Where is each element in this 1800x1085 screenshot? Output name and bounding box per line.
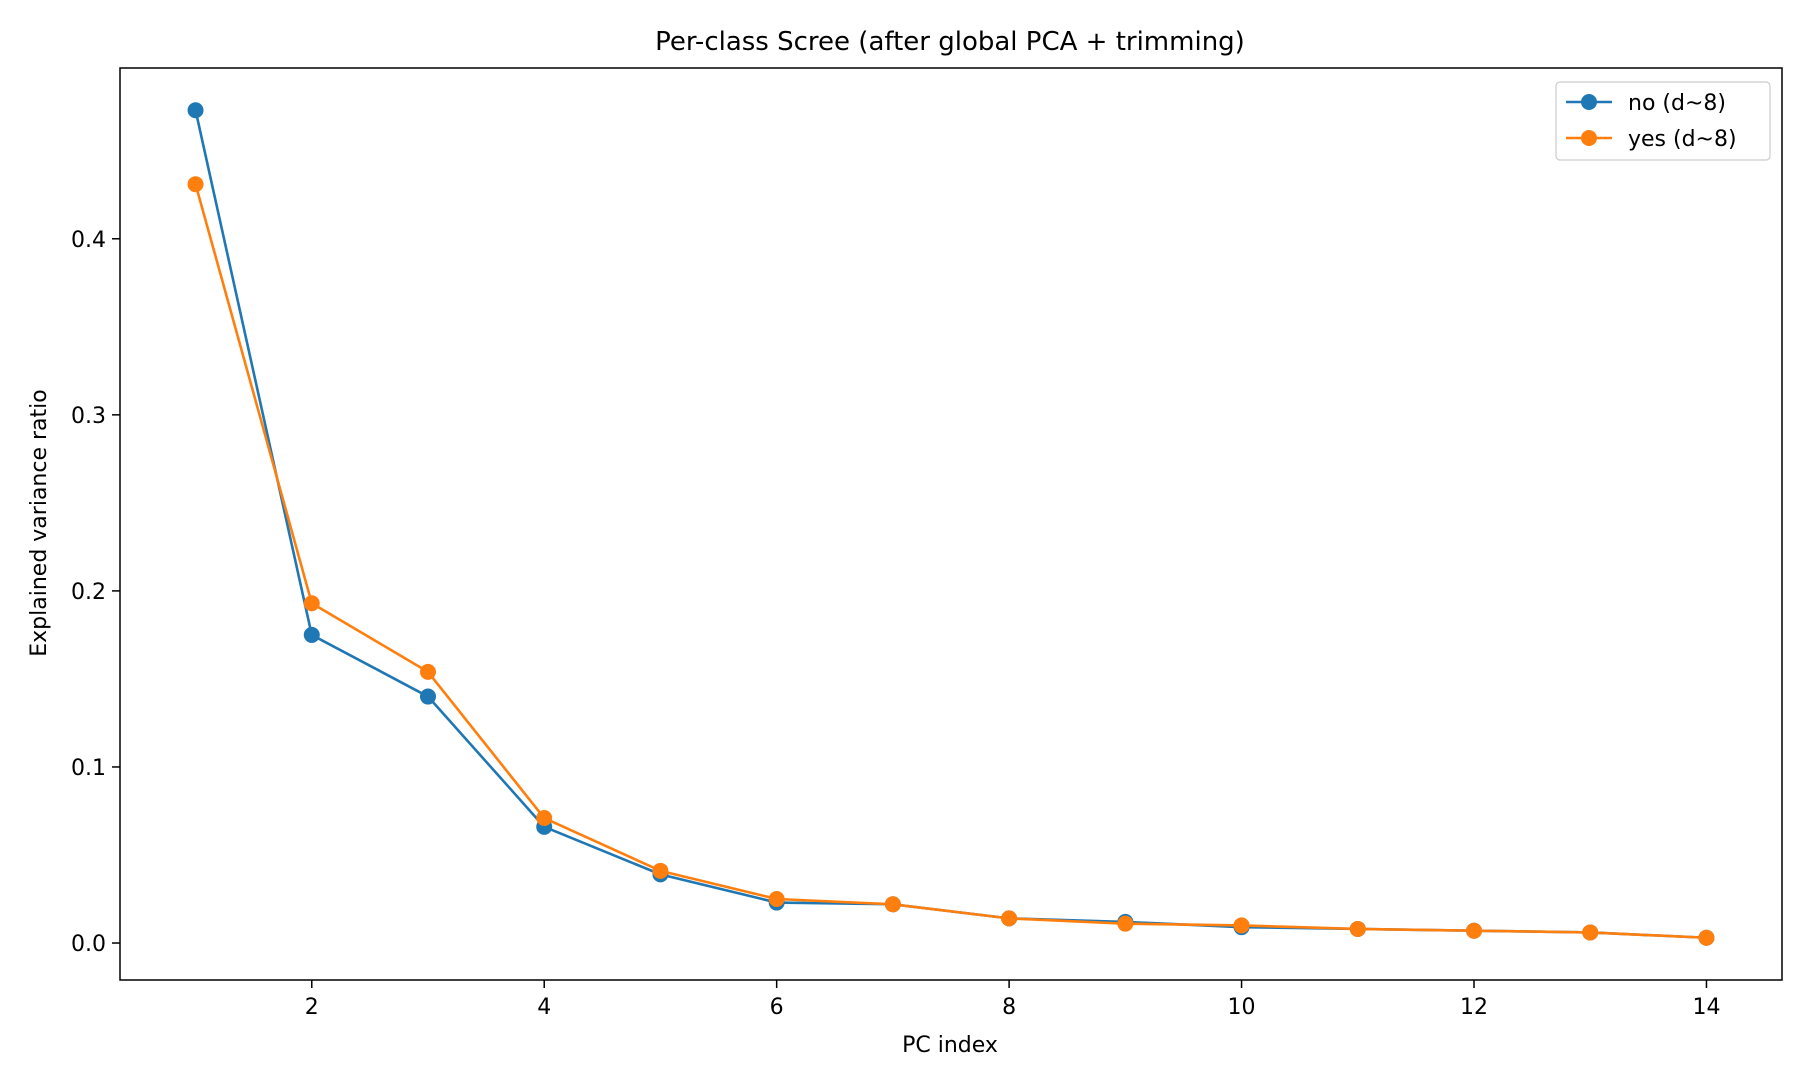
series-2-point [187, 176, 204, 193]
series-1-point [303, 626, 320, 643]
x-tick-label: 10 [1228, 995, 1256, 1020]
series-2-point [419, 663, 436, 680]
series-1-point [419, 688, 436, 705]
series-2-point [1233, 917, 1250, 934]
series-2-point [884, 896, 901, 913]
series-2-point [1117, 915, 1134, 932]
series-2-point [1001, 910, 1018, 927]
plot-area: 2 4 6 8 10 12 14 0.0 0.1 0.2 0.3 0.4 [71, 67, 1783, 1020]
legend-label-2: yes (d~8) [1628, 127, 1737, 152]
series-2-point [1582, 924, 1599, 941]
x-tick-label: 4 [537, 995, 551, 1020]
series-2-point [1349, 920, 1366, 937]
series-1-point [187, 102, 204, 119]
x-tick-label: 8 [1002, 995, 1016, 1020]
x-tick-label: 14 [1692, 995, 1720, 1020]
x-tick-label: 12 [1460, 995, 1488, 1020]
legend-label-1: no (d~8) [1628, 91, 1726, 116]
legend: no (d~8) yes (d~8) [1555, 81, 1771, 161]
series-2-point [536, 810, 553, 827]
y-axis-label: Explained variance ratio [27, 389, 52, 656]
x-tick-label: 2 [305, 995, 319, 1020]
legend-swatch-marker [1581, 94, 1597, 110]
series-line-2 [194, 183, 1707, 940]
y-tick-label: 0.0 [71, 932, 106, 957]
x-tick-label: 6 [770, 995, 784, 1020]
series-2-point [1466, 922, 1483, 939]
plot-frame [119, 67, 1783, 981]
x-axis-label: PC index [902, 1033, 998, 1058]
y-tick-label: 0.1 [71, 756, 106, 781]
series-2-point [1698, 929, 1715, 946]
series-2-point [652, 862, 669, 879]
y-tick-label: 0.2 [71, 580, 106, 605]
chart-title: Per-class Scree (after global PCA + trim… [655, 27, 1245, 57]
legend-swatch-marker [1581, 130, 1597, 146]
y-tick-label: 0.3 [71, 404, 106, 429]
y-tick-label: 0.4 [71, 228, 106, 253]
series-2-point [303, 595, 320, 612]
series-2-point [768, 891, 785, 908]
